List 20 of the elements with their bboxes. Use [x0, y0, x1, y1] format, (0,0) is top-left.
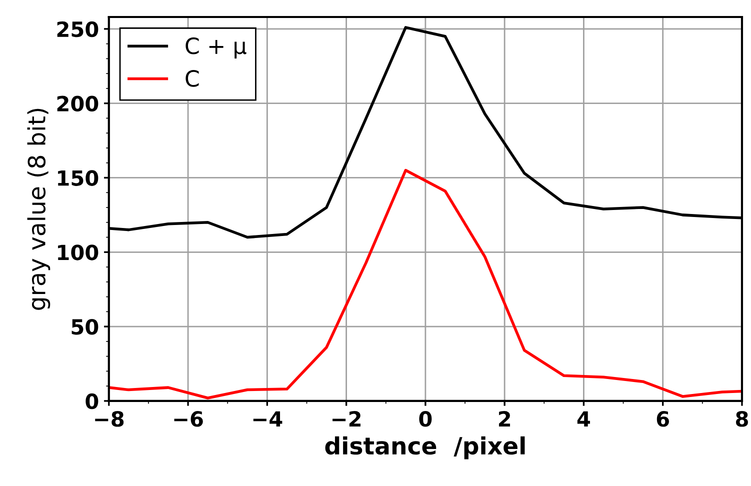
x-axis-title: distance /pixel: [325, 436, 525, 460]
line-series: [108, 168, 742, 400]
y-tick-label: 100: [58, 244, 98, 260]
y-tick-label: 250: [57, 21, 98, 38]
x-tick-label: −2: [332, 411, 360, 426]
x-tick-label: 2: [498, 411, 510, 426]
x-tick-label: −8: [95, 411, 124, 427]
x-tick-label: −4: [253, 411, 282, 426]
x-tick-label: −6: [174, 411, 203, 427]
legend-label: C + μ: [186, 37, 246, 59]
y-axis-title: gray value (8 bit): [27, 108, 50, 310]
y-tick-label: 200: [57, 96, 98, 112]
x-tick-label: 6: [656, 411, 669, 427]
legend-label: C: [186, 70, 199, 87]
y-tick-label: 0: [86, 393, 98, 410]
y-tick-label: 150: [58, 170, 98, 186]
x-tick-label: 8: [736, 411, 748, 427]
x-tick-label: 4: [577, 411, 590, 426]
x-tick-label: 0: [419, 411, 432, 427]
y-tick-label: 50: [72, 318, 98, 335]
